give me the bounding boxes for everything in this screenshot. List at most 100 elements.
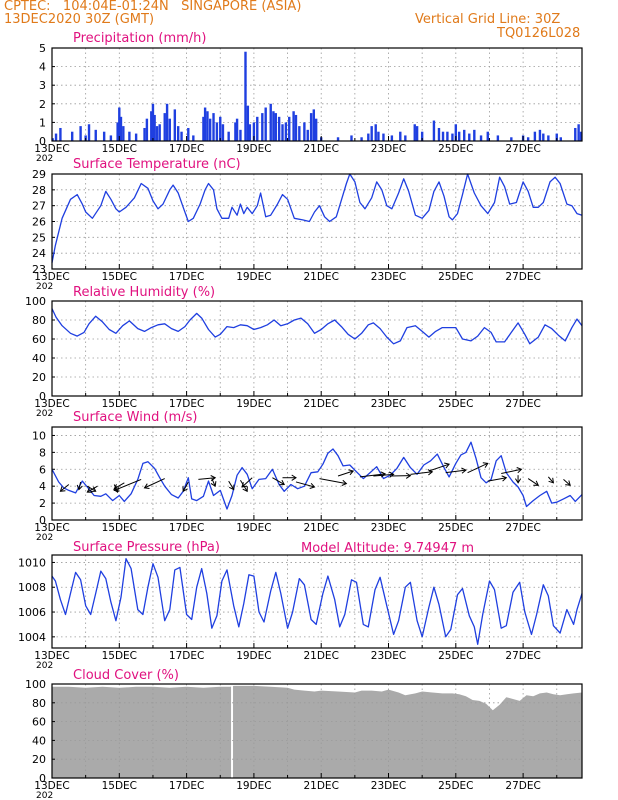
precip-bar [496, 135, 500, 141]
precip-bar [538, 129, 542, 141]
x-tick-label: 15DEC [102, 398, 137, 410]
precip-bar [284, 122, 288, 141]
precip-bar [314, 118, 318, 141]
model-altitude: Model Altitude: 9.74947 m [301, 541, 475, 556]
precip-bar [367, 133, 370, 141]
precip-bar [155, 126, 159, 141]
y-tick-label: 60 [32, 716, 46, 729]
x-tick-label: 21DEC [303, 143, 338, 155]
wind-vector [428, 463, 450, 472]
precip-bar [555, 133, 558, 141]
wind-vector [114, 478, 142, 491]
wind-vector [241, 477, 253, 488]
precip-bar [59, 127, 62, 141]
x-tick-label: 23DEC [371, 143, 406, 155]
precip-bar [404, 135, 407, 141]
x-tick-label: 21DEC [303, 522, 338, 534]
x-tick-label: 25DEC [438, 271, 473, 283]
x-tick-label: 19DEC [236, 271, 271, 283]
precip-bar [246, 105, 250, 141]
precip-bar [208, 118, 212, 141]
panel-5 [51, 683, 583, 779]
wind-vector-head [548, 477, 555, 484]
wind-vector [337, 470, 354, 477]
precip-bar [118, 107, 121, 141]
precip-bar [399, 131, 402, 141]
x-tick-label: 23DEC [371, 650, 406, 662]
x-tick-label: 19DEC [236, 143, 271, 155]
precip-bar [382, 133, 385, 141]
wind-vector-head [341, 479, 348, 486]
wind-vector-head [210, 481, 217, 488]
precip-bar [227, 131, 230, 141]
precip-bar [54, 133, 58, 141]
precip-bar [94, 129, 97, 141]
wind-vector [60, 484, 70, 492]
precip-bar [437, 127, 441, 141]
precip-bar [277, 116, 281, 141]
precip-bar [264, 107, 267, 141]
precip-bar [173, 109, 177, 141]
precip-bar [221, 124, 225, 141]
y-tick-label: 5 [39, 42, 46, 55]
wind-vector [319, 478, 347, 485]
precip-bar [510, 137, 513, 141]
y-tick-label: 26 [32, 216, 46, 229]
wind-vector [527, 478, 539, 486]
precip-bar [212, 113, 215, 141]
precip-bar [158, 124, 161, 141]
panel-title: Surface Temperature (nC) [73, 157, 241, 172]
x-tick-label: 23DEC [371, 271, 406, 283]
x-tick-label: 19DEC [236, 650, 271, 662]
wind-vector [228, 480, 235, 490]
y-tick-label: 0 [39, 772, 46, 785]
precip-bar [574, 127, 577, 141]
precip-bar [360, 137, 363, 141]
panel-frame [51, 683, 583, 779]
precip-bar [206, 111, 209, 141]
precip-bar [202, 116, 205, 141]
x-tick-label: 27DEC [505, 780, 540, 792]
x-tick-label: 23DEC [371, 398, 406, 410]
x-tick-label: 23DEC [371, 522, 406, 534]
y-tick-label: 25 [32, 231, 46, 244]
precip-bar [128, 131, 131, 141]
precip-bar [294, 114, 298, 141]
wind-vector [78, 481, 82, 490]
precip-bar [390, 135, 394, 141]
precip-bar [577, 124, 580, 141]
wind-vector [144, 478, 165, 489]
precip-bar [180, 131, 183, 141]
x-tick-label: 17DEC [169, 143, 204, 155]
x-tick-label: 13DEC [34, 271, 69, 283]
precip-bar [451, 133, 454, 141]
precip-bar [272, 111, 275, 141]
x-tick-label: 21DEC [303, 271, 338, 283]
header-model-code: TQ0126L028 [497, 26, 581, 41]
precip-bar [457, 131, 461, 141]
precip-bar [192, 135, 195, 141]
x-year-label: 202 [36, 791, 53, 800]
y-tick-label: 4 [39, 61, 46, 74]
x-tick-label: 15DEC [102, 271, 137, 283]
panel-1 [51, 173, 583, 270]
panel-frame [51, 173, 583, 270]
precip-bar [370, 126, 373, 141]
precip-bar [441, 131, 445, 141]
precip-bar [256, 116, 259, 141]
y-tick-label: 20 [32, 753, 46, 766]
wind-vector-head [113, 486, 120, 492]
x-tick-label: 17DEC [169, 522, 204, 534]
wind-vector-head [516, 467, 523, 474]
y-tick-label: 28 [32, 184, 46, 197]
panel-frame [51, 47, 583, 142]
cloud-cover-area [52, 685, 582, 778]
x-tick-label: 21DEC [303, 780, 338, 792]
precip-bar [187, 127, 190, 141]
precip-bar [163, 113, 166, 141]
panel-frame [51, 426, 583, 521]
precip-bar [119, 116, 123, 141]
wind-vector-head [501, 475, 508, 482]
wind-vector-head [405, 472, 412, 479]
x-tick-label: 21DEC [303, 650, 338, 662]
